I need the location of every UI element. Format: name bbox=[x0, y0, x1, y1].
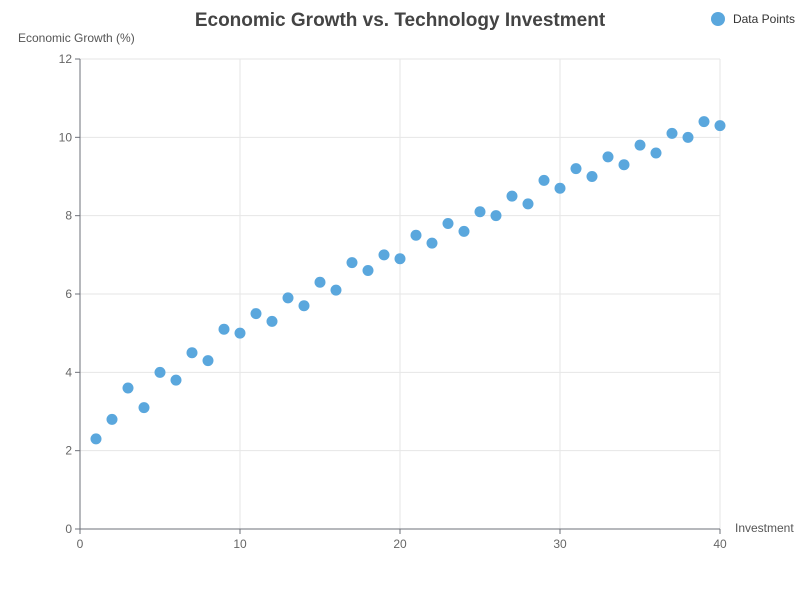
y-tick-label: 6 bbox=[65, 287, 72, 301]
legend-label: Data Points bbox=[732, 12, 795, 26]
data-point[interactable] bbox=[298, 300, 310, 312]
data-point[interactable] bbox=[138, 402, 150, 414]
data-point[interactable] bbox=[122, 382, 134, 394]
data-point[interactable] bbox=[186, 347, 198, 359]
y-axis-label: Economic Growth (%) bbox=[18, 31, 135, 45]
x-tick-label: 0 bbox=[77, 537, 84, 551]
y-tick-label: 8 bbox=[65, 209, 72, 223]
data-point[interactable] bbox=[330, 284, 342, 296]
data-point[interactable] bbox=[666, 127, 678, 139]
data-point[interactable] bbox=[426, 237, 438, 249]
y-tick-label: 0 bbox=[65, 522, 72, 536]
data-point[interactable] bbox=[442, 218, 454, 229]
axes bbox=[75, 58, 721, 534]
y-tick-label: 10 bbox=[59, 130, 73, 144]
tick-labels: 0 2 4 6 8 10 12 0 10 20 30 40 bbox=[59, 52, 727, 551]
data-point[interactable] bbox=[650, 147, 662, 159]
data-point[interactable] bbox=[458, 225, 470, 237]
data-point[interactable] bbox=[714, 120, 726, 132]
data-point[interactable] bbox=[218, 323, 230, 335]
data-point[interactable] bbox=[410, 229, 422, 241]
chart-title: Economic Growth vs. Technology Investmen… bbox=[194, 10, 606, 31]
x-tick-label: 30 bbox=[553, 537, 567, 551]
x-axis-label: Investment bbox=[735, 521, 794, 535]
data-point[interactable] bbox=[154, 366, 166, 378]
x-tick-label: 20 bbox=[393, 537, 407, 551]
data-point[interactable] bbox=[682, 131, 694, 143]
data-point[interactable] bbox=[474, 206, 486, 218]
data-point[interactable] bbox=[362, 265, 374, 276]
data-point[interactable] bbox=[90, 433, 102, 445]
grid bbox=[80, 58, 721, 529]
data-point[interactable] bbox=[250, 308, 262, 320]
data-point[interactable] bbox=[586, 171, 598, 182]
data-point[interactable] bbox=[106, 413, 118, 425]
y-tick-label: 12 bbox=[59, 52, 73, 66]
data-point[interactable] bbox=[618, 159, 630, 171]
data-point[interactable] bbox=[282, 292, 294, 304]
data-point[interactable] bbox=[522, 198, 534, 210]
data-point[interactable] bbox=[170, 374, 182, 386]
y-tick-label: 4 bbox=[65, 365, 72, 379]
data-point[interactable] bbox=[570, 163, 582, 175]
legend[interactable]: Data Points bbox=[710, 12, 795, 26]
data-point[interactable] bbox=[394, 253, 406, 265]
data-point[interactable] bbox=[346, 257, 358, 269]
data-point[interactable] bbox=[698, 116, 710, 128]
data-point[interactable] bbox=[378, 249, 390, 261]
x-tick-label: 40 bbox=[713, 537, 727, 551]
data-points bbox=[90, 116, 726, 445]
data-point[interactable] bbox=[490, 210, 502, 222]
y-tick-label: 2 bbox=[65, 444, 72, 458]
data-point[interactable] bbox=[538, 174, 550, 186]
data-point[interactable] bbox=[506, 190, 518, 202]
data-point[interactable] bbox=[266, 315, 278, 327]
data-point[interactable] bbox=[314, 276, 326, 288]
data-point[interactable] bbox=[634, 139, 646, 151]
data-point[interactable] bbox=[202, 355, 214, 367]
data-point[interactable] bbox=[234, 327, 246, 339]
data-point[interactable] bbox=[554, 182, 566, 194]
legend-marker-icon bbox=[710, 12, 725, 26]
x-tick-label: 10 bbox=[233, 537, 247, 551]
data-point[interactable] bbox=[602, 151, 614, 163]
